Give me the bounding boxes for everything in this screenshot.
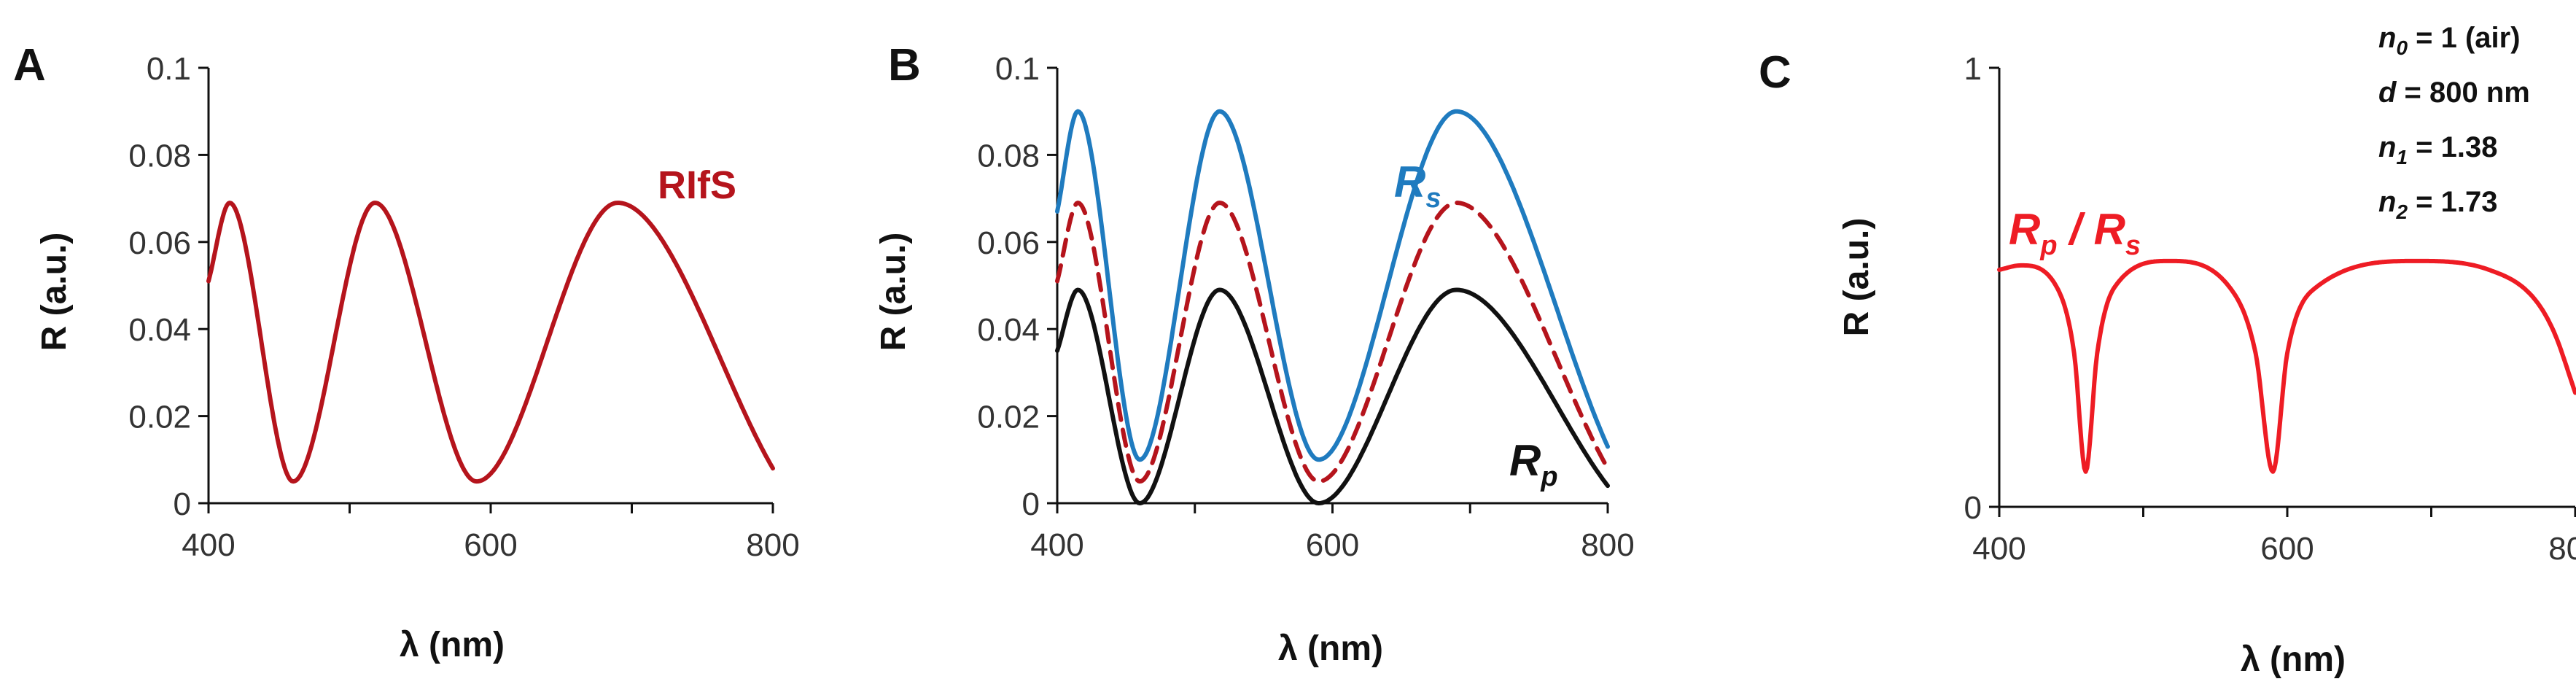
series-line-rifs	[1055, 201, 1610, 484]
y-tick-label: 0.04	[128, 312, 191, 348]
y-tick-label: 0.08	[128, 138, 191, 174]
plot-area-a: 0 0.02 0.04 0.06 0.08 0.1 400 600 800	[128, 51, 799, 563]
x-axis-label-b: λ (nm)	[1278, 629, 1383, 668]
x-tick-label: 400	[1030, 527, 1083, 563]
series-line-rp	[1055, 287, 1610, 505]
y-tick-label: 0	[174, 486, 191, 522]
y-tick-label: 0.02	[977, 400, 1040, 435]
panel-letter-a: A	[13, 40, 46, 90]
panel-letter-b: B	[888, 40, 921, 90]
param-n0: n0 = 1 (air)	[2378, 22, 2521, 59]
x-tick-label: 800	[2548, 531, 2576, 567]
y-axis-label-a: R (a.u.)	[35, 233, 74, 352]
plot-area-b: 0 0.02 0.04 0.06 0.08 0.1 400 600 800	[977, 51, 1634, 563]
x-tick-label: 600	[464, 527, 517, 563]
y-axis-label-b: R (a.u.)	[874, 233, 913, 352]
y-tick-label: 0.1	[995, 51, 1040, 87]
y-tick-label: 0.1	[147, 51, 191, 87]
x-tick-label: 800	[1581, 527, 1634, 563]
panel-c: C R (a.u.) λ (nm) Rp / Rs n0 = 1 (air) d…	[1759, 22, 2576, 679]
x-axis-label-a: λ (nm)	[400, 626, 505, 664]
param-n2: n2 = 1.73	[2378, 186, 2497, 223]
y-axis-label-c: R (a.u.)	[1837, 218, 1876, 337]
series-label-rp: Rp	[1509, 436, 1558, 492]
y-tick-label: 1	[1964, 51, 1982, 87]
y-tick-label: 0	[1964, 490, 1982, 526]
series-line-rp-rs	[1997, 258, 2576, 474]
panel-b: B R (a.u.) λ (nm) Rs Rp 00.020.040.060.0…	[874, 40, 1635, 668]
series-line-rifs	[206, 201, 775, 484]
plot-area-c: 0 1 400 600 800	[1964, 51, 2576, 567]
y-tick-label: 0.06	[977, 225, 1040, 261]
x-tick-label: 600	[2260, 531, 2314, 567]
param-n1: n1 = 1.38	[2378, 131, 2497, 168]
y-tick-label: 0.06	[128, 225, 191, 261]
panel-letter-c: C	[1759, 47, 1791, 98]
series-label-ratio: Rp / Rs	[2009, 205, 2141, 261]
x-tick-label: 800	[746, 527, 799, 563]
param-d: d = 800 nm	[2378, 77, 2530, 109]
x-tick-label: 400	[182, 527, 235, 563]
x-tick-label: 400	[1972, 531, 2026, 567]
y-tick-label: 0	[1022, 486, 1040, 522]
x-tick-label: 600	[1306, 527, 1359, 563]
y-tick-label: 0.02	[128, 400, 191, 435]
parameter-list: n0 = 1 (air) d = 800 nm n1 = 1.38 n2 = 1…	[2378, 22, 2530, 223]
panel-a: A R (a.u.) λ (nm) RIfS 0 0.02 0.04 0.06 0.08…	[13, 40, 800, 664]
x-axis-label-c: λ (nm)	[2241, 640, 2346, 679]
y-tick-label: 0.04	[977, 312, 1040, 348]
series-label-rifs: RIfS	[658, 163, 736, 207]
y-tick-label: 0.08	[977, 138, 1040, 174]
series-line-rs	[1055, 109, 1610, 462]
